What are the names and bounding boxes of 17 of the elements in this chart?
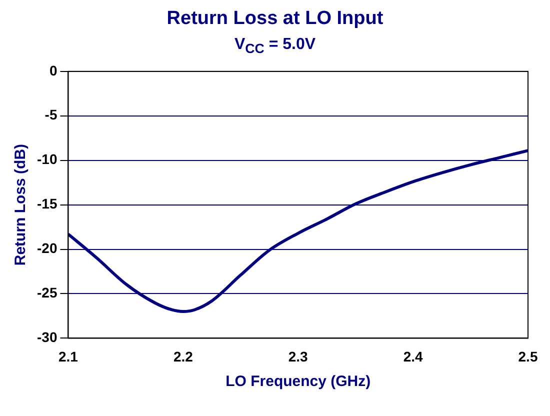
chart-subtitle: V$_{CC}$ = 5.0V: [233, 36, 317, 56]
x-tick-label: 2.3: [288, 348, 308, 365]
y-tick-label: -25: [37, 284, 58, 301]
y-axis-title: Return Loss (dB): [12, 144, 30, 266]
x-tick-label: 2.5: [518, 348, 538, 365]
x-tick-label: 2.2: [173, 348, 194, 365]
y-tick-label: -5: [44, 106, 58, 123]
y-tick-label: -15: [37, 196, 58, 212]
x-tick-label: 2.4: [403, 348, 423, 365]
x-tick-label: 2.1: [58, 348, 78, 365]
y-tick-label: -20: [37, 240, 58, 256]
y-tick-label: -10: [37, 151, 58, 168]
chart-title: Return Loss at LO Input: [166, 8, 384, 30]
x-axis-title: LO Frequency (GHz): [226, 373, 371, 390]
y-tick-label: 0: [49, 62, 58, 78]
line-series: [68, 149, 528, 314]
y-tick-label: -30: [37, 329, 58, 346]
